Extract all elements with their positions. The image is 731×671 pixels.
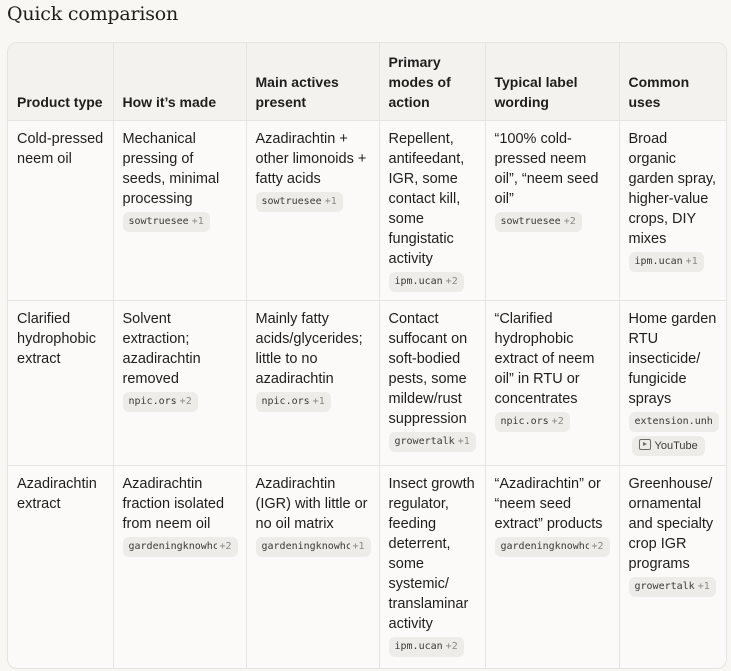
source-citation-chip[interactable]: npic.ors +1 <box>255 391 331 412</box>
cell-text: Greenhouse/ ornamental and specialty cro… <box>628 476 714 573</box>
source-more-count: +2 <box>179 395 192 407</box>
table-cell: Clarified hydrophobic extract <box>8 300 114 467</box>
source-more-count: +2 <box>563 215 576 227</box>
table-row: Cold-pressed neem oil Mechanical pressin… <box>8 120 726 301</box>
comparison-table-container: Product type How it’s made Main actives … <box>7 42 727 669</box>
cell-text: “100% cold-pressed neem oil”, “neem seed… <box>494 130 599 207</box>
cell-text: Azadirachtin fraction isolated from neem… <box>122 476 225 533</box>
source-name: npic.ors <box>500 415 549 427</box>
source-citation-chip[interactable]: gardeningknowhc+2 <box>494 537 610 558</box>
source-name: extension.unh <box>634 415 713 427</box>
source-citation-chip[interactable]: sowtruesee +1 <box>255 191 343 212</box>
source-name: ipm.ucan <box>394 275 443 287</box>
source-more-count: +1 <box>457 435 470 447</box>
table-cell: Cold-pressed neem oil <box>8 120 114 301</box>
table-cell: “Clarified hydrophobic extract of neem o… <box>485 300 620 467</box>
source-citation-chip[interactable]: npic.ors +2 <box>494 411 570 432</box>
cell-text: Home garden RTU insecticide/ fungicide s… <box>628 310 717 407</box>
source-citation-chip[interactable]: ipm.ucan +2 <box>388 637 464 658</box>
table-cell: Mainly fatty acids/glycerides; little to… <box>246 300 380 467</box>
table-cell: “100% cold-pressed neem oil”, “neem seed… <box>485 120 620 301</box>
cell-text: Broad organic garden spray, higher-value… <box>628 130 717 247</box>
youtube-play-icon <box>638 438 651 450</box>
source-more-count: +2 <box>551 415 564 427</box>
source-name: npic.ors <box>261 395 310 407</box>
table-cell: Azadirachtin (IGR) with little or no oil… <box>246 465 380 668</box>
source-more-count: +2 <box>445 275 458 287</box>
source-name: growertalk <box>634 581 695 593</box>
cell-text: Solvent extraction; azadirachtin removed <box>122 310 201 387</box>
table-cell: Broad organic garden spray, higher-value… <box>619 120 726 301</box>
source-citation-chip[interactable]: npic.ors +2 <box>122 391 198 412</box>
source-name: npic.ors <box>128 395 177 407</box>
product-type-text: Azadirachtin extract <box>17 476 97 513</box>
source-citation-chip[interactable]: gardeningknowhc+2 <box>122 537 238 558</box>
table-row: Clarified hydrophobic extract Solvent ex… <box>8 300 726 467</box>
source-name: ipm.ucan <box>634 255 683 267</box>
table-cell: Solvent extraction; azadirachtin removed… <box>113 300 247 467</box>
source-citation-chip[interactable]: extension.unh <box>628 411 719 432</box>
source-citation-chip[interactable]: gardeningknowhc+1 <box>255 537 371 558</box>
cell-text: Azadirachtin + other limonoids + fatty a… <box>255 130 367 187</box>
source-name: gardeningknowhc <box>261 541 350 553</box>
source-citation-chip[interactable]: ipm.ucan +1 <box>628 251 704 272</box>
table-cell: “Azadirachtin” or “neem seed extract” pr… <box>485 465 620 668</box>
table-row: Azadirachtin extract Azadirachtin fracti… <box>8 465 726 668</box>
cell-text: Mechanical pressing of seeds, minimal pr… <box>122 130 220 207</box>
cell-text: Insect growth regulator, feeding deterre… <box>388 476 475 633</box>
cell-text: Mainly fatty acids/glycerides; little to… <box>255 310 363 387</box>
table-cell: Home garden RTU insecticide/ fungicide s… <box>619 300 726 467</box>
table-cell: Azadirachtin extract <box>8 465 114 668</box>
source-more-count: +1 <box>685 255 698 267</box>
table-cell: Greenhouse/ ornamental and specialty cro… <box>619 466 726 668</box>
product-type-text: Cold-pressed neem oil <box>17 130 104 167</box>
column-header-how-made: How it’s made <box>113 43 247 121</box>
section-title: Quick comparison <box>7 3 179 25</box>
product-type-text: Clarified hydrophobic extract <box>17 310 96 367</box>
table-cell: Azadirachtin fraction isolated from neem… <box>113 465 247 668</box>
source-name: ipm.ucan <box>394 641 443 653</box>
column-header-label-wording: Typical label wording <box>485 43 620 121</box>
source-more-count: +1 <box>352 541 365 553</box>
source-more-count: +1 <box>697 581 710 593</box>
source-more-count: +2 <box>219 541 232 553</box>
source-citation-chip[interactable]: growertalk +1 <box>388 431 476 452</box>
source-more-count: +2 <box>591 541 604 553</box>
table-cell: Insect growth regulator, feeding deterre… <box>379 465 486 668</box>
column-header-modes-of-action: Primary modes of action <box>379 43 486 121</box>
source-more-count: +1 <box>324 195 337 207</box>
cell-text: Repellent, antifeedant, IGR, some contac… <box>388 130 465 267</box>
source-citation-chip[interactable]: growertalk +1 <box>628 577 716 598</box>
source-citation-chip[interactable]: ipm.ucan +2 <box>388 271 464 292</box>
youtube-source-label: YouTube <box>654 439 698 452</box>
table-cell: Contact suffocant on soft-bodied pests, … <box>379 300 486 467</box>
table-header-row: Product type How it’s made Main actives … <box>8 43 726 121</box>
source-name: sowtruesee <box>128 215 189 227</box>
cell-text: “Azadirachtin” or “neem seed extract” pr… <box>494 476 603 533</box>
cell-text: “Clarified hydrophobic extract of neem o… <box>494 310 595 407</box>
source-citation-chip[interactable]: sowtruesee +1 <box>122 211 210 232</box>
source-more-count: +1 <box>312 395 325 407</box>
cell-text: Azadirachtin (IGR) with little or no oil… <box>255 476 368 533</box>
source-name: gardeningknowhc <box>500 541 589 553</box>
table-cell: Mechanical pressing of seeds, minimal pr… <box>113 120 247 301</box>
source-more-count: +1 <box>191 215 204 227</box>
source-name: growertalk <box>394 435 455 447</box>
column-header-product-type: Product type <box>8 43 114 121</box>
source-citation-chip[interactable]: sowtruesee +2 <box>494 211 582 232</box>
column-header-main-actives: Main actives present <box>246 43 380 121</box>
source-name: sowtruesee <box>261 195 322 207</box>
source-name: gardeningknowhc <box>128 541 217 553</box>
youtube-source-chip[interactable]: YouTube <box>631 435 705 456</box>
table-cell: Repellent, antifeedant, IGR, some contac… <box>379 120 486 301</box>
table-cell: Azadirachtin + other limonoids + fatty a… <box>246 120 380 301</box>
source-more-count: +2 <box>445 641 458 653</box>
comparison-table: Product type How it’s made Main actives … <box>8 43 726 668</box>
cell-text: Contact suffocant on soft-bodied pests, … <box>388 310 468 427</box>
column-header-common-uses: Common uses <box>619 43 726 121</box>
source-name: sowtruesee <box>500 215 561 227</box>
